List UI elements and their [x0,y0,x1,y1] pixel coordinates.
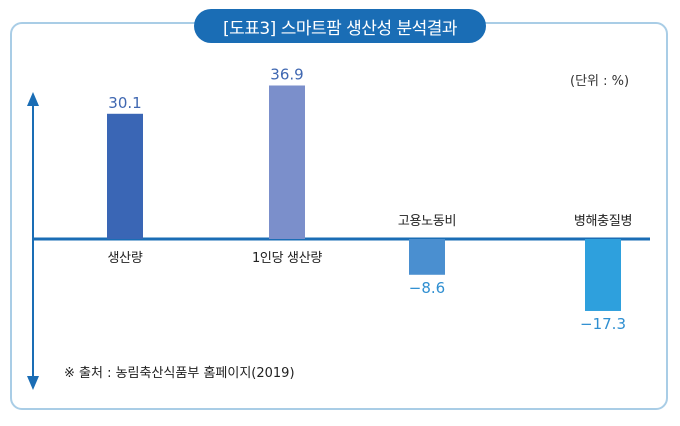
category-label: 생산량 [108,251,143,266]
category-label: 병해충질병 [574,214,632,229]
arrow-down-icon [27,376,39,390]
chart-title: [도표3] 스마트팜 생산성 분석결과 [194,9,486,43]
data-label: 30.1 [108,94,141,112]
category-label: 고용노동비 [398,214,456,229]
bar [585,239,621,311]
data-label: −17.3 [580,315,626,333]
unit-label: (단위 : %) [570,74,630,89]
data-label: −8.6 [409,279,445,297]
bars [107,85,621,311]
source-note: ※ 출처 : 농림축산식품부 홈페이지(2019) [64,366,295,381]
labels: 30.1 생산량 36.9 1인당 생산량 −8.6 고용노동비 −17.3 병해충질병 [108,65,633,332]
category-label: 1인당 생산량 [252,251,322,266]
bar [107,113,143,239]
bar [269,85,305,239]
arrow-up-icon [27,92,39,106]
bar [409,239,445,275]
data-label: 36.9 [270,65,303,83]
